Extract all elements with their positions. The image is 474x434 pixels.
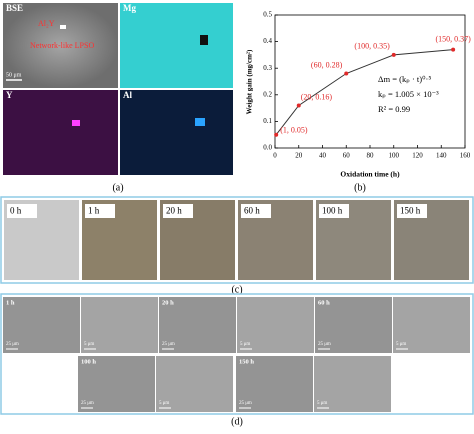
x-tick-label: 160 — [460, 152, 471, 160]
sample-label: 0 h — [10, 206, 22, 216]
sem-image — [315, 297, 392, 353]
sem-image — [236, 356, 313, 412]
sem-image — [393, 297, 470, 353]
scale-label: 25 μm — [81, 401, 94, 406]
scale-label: 25 μm — [318, 342, 331, 347]
x-tick-label: 120 — [412, 152, 423, 160]
data-point — [274, 132, 279, 137]
value-label: (1, 0.05) — [280, 126, 308, 135]
value-label: (150, 0.37) — [435, 34, 471, 43]
sem-image — [156, 356, 233, 412]
data-point — [391, 52, 396, 57]
scale-label: 5 μm — [240, 342, 250, 347]
sample-label: 20 h — [166, 206, 182, 216]
particle — [60, 25, 66, 29]
scale-label: 5 μm — [84, 342, 94, 347]
equation: Δm = (kₚ · t)⁰·⁵ — [378, 74, 431, 84]
sem-image — [3, 297, 80, 353]
scale-label: 25 μm — [239, 401, 252, 406]
data-point — [344, 71, 349, 76]
panel-d-frame — [0, 293, 474, 415]
label-box — [319, 204, 349, 218]
y-tick-label: 0.2 — [263, 90, 272, 98]
x-tick-label: 80 — [367, 152, 375, 160]
sem-label: 150 h — [239, 358, 254, 365]
data-point — [451, 47, 456, 52]
sem-label: 1 h — [6, 299, 15, 306]
caption: (d) — [231, 416, 243, 427]
scale-label: 5 μm — [317, 401, 327, 406]
sem-image — [237, 297, 314, 353]
label-box — [163, 204, 193, 218]
annotation: Al₂Y — [38, 19, 55, 28]
x-axis-label: Oxidation time (h) — [340, 170, 400, 179]
map-label: BSE — [6, 3, 23, 13]
data-point — [296, 103, 301, 108]
sem-label: 100 h — [81, 358, 96, 365]
y-axis-label: Weight gain (mg/cm²) — [246, 49, 254, 114]
caption: (c) — [231, 284, 242, 295]
al-map — [120, 90, 233, 175]
annotation: Network-like LPSO — [30, 41, 94, 50]
value-label: (60, 0.28) — [311, 60, 343, 69]
y-tick-label: 0.1 — [263, 117, 272, 125]
scale-label: 50 μm — [6, 72, 22, 78]
y-map — [3, 90, 118, 175]
x-tick-label: 100 — [389, 152, 400, 160]
y-tick-label: 0.4 — [263, 37, 272, 45]
sem-image — [314, 356, 391, 412]
particle — [195, 118, 205, 126]
map-label: Y — [6, 90, 13, 100]
equation: kₚ = 1.005 × 10⁻³ — [378, 89, 439, 99]
sample-label: 100 h — [322, 206, 343, 216]
scale-label: 25 μm — [6, 342, 19, 347]
caption: (a) — [112, 182, 123, 193]
y-tick-label: 0.3 — [263, 64, 272, 72]
label-box — [397, 204, 427, 218]
panel-c-frame — [0, 196, 474, 284]
label-box — [7, 204, 37, 218]
sem-label: 20 h — [162, 299, 174, 306]
sem-label: 60 h — [318, 299, 330, 306]
sem-image — [159, 297, 236, 353]
sample-label: 150 h — [400, 206, 421, 216]
label-box — [85, 204, 115, 218]
x-tick-label: 140 — [436, 152, 447, 160]
particle — [200, 35, 208, 45]
scale-label: 25 μm — [162, 342, 175, 347]
map-label: Al — [123, 90, 132, 100]
x-tick-label: 0 — [273, 152, 277, 160]
sample-label: 60 h — [244, 206, 260, 216]
label-box — [241, 204, 271, 218]
x-tick-label: 60 — [343, 152, 351, 160]
bse-image — [3, 3, 118, 88]
value-label: (100, 0.35) — [354, 42, 390, 51]
mg-map — [120, 3, 233, 88]
x-tick-label: 20 — [295, 152, 303, 160]
sem-image — [81, 297, 158, 353]
scale-label: 5 μm — [396, 342, 406, 347]
y-tick-label: 0.5 — [263, 11, 272, 19]
equation: R² = 0.99 — [378, 104, 410, 114]
sem-image — [78, 356, 155, 412]
sample-label: 1 h — [88, 206, 100, 216]
caption: (b) — [354, 182, 366, 193]
x-tick-label: 40 — [319, 152, 327, 160]
y-tick-label: 0.0 — [263, 144, 272, 152]
map-label: Mg — [123, 3, 136, 13]
particle — [72, 120, 80, 126]
value-label: (20, 0.16) — [301, 92, 333, 101]
scale-label: 5 μm — [159, 401, 169, 406]
